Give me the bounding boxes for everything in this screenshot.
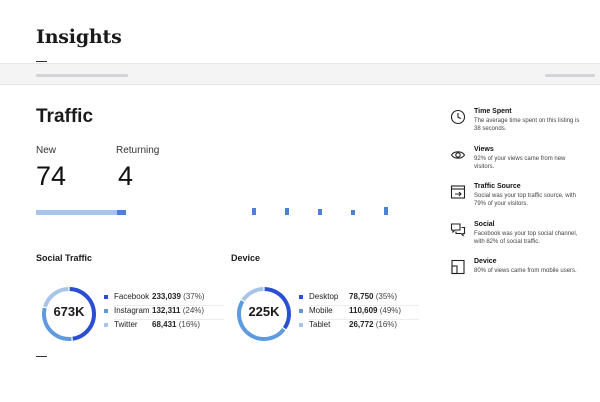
- legend-name: Mobile: [309, 306, 333, 315]
- legend-name: Desktop: [309, 292, 339, 301]
- legend-swatch: [104, 295, 108, 299]
- sidebar-desc: Facebook was your top social channel, wi…: [474, 231, 578, 245]
- sidebar-desc: Social was your top traffic source, with…: [474, 193, 576, 207]
- progress-returning-segment: [117, 210, 126, 215]
- traffic-title: Traffic: [36, 106, 94, 127]
- social-traffic-title: Social Traffic: [36, 253, 93, 263]
- page-header: Insights: [0, 0, 600, 63]
- new-label: New: [36, 145, 57, 156]
- donut-segment-twitter: [43, 287, 69, 308]
- legend-value: 78,750 (35%): [349, 292, 398, 301]
- legend-value: 68,431 (16%): [152, 320, 201, 329]
- sidebar-title: Traffic Source: [474, 183, 521, 190]
- new-value: 74: [36, 161, 67, 191]
- legend-value: 132,311 (24%): [152, 306, 205, 315]
- tab-placeholder-right[interactable]: [545, 74, 595, 77]
- donut-segment-instagram: [42, 307, 72, 341]
- traffic-source-icon: [450, 185, 466, 199]
- sidebar-title: Time Spent: [474, 108, 512, 115]
- legend-name: Twitter: [114, 320, 138, 329]
- returning-value: 4: [118, 161, 134, 191]
- sidebar-title: Social: [474, 221, 495, 228]
- sidebar-desc: 92% of your views came from new visitors…: [474, 156, 566, 170]
- device-total: 225K: [248, 304, 280, 319]
- device-title: Device: [231, 253, 261, 263]
- sidebar-desc: 80% of views came from mobile users.: [474, 268, 577, 274]
- donut-segment-tablet: [241, 287, 264, 302]
- device-icon: [451, 259, 465, 275]
- donut-segment-mobile: [237, 300, 286, 341]
- legend-value: 233,039 (37%): [152, 292, 205, 301]
- title-underline: [36, 61, 47, 62]
- legend-name: Tablet: [309, 320, 331, 329]
- donut-segment-facebook: [69, 287, 96, 341]
- clock-icon: [450, 109, 466, 125]
- legend-swatch: [299, 323, 303, 327]
- page-title: Insights: [36, 26, 122, 48]
- traffic-progress-bar: [36, 210, 126, 215]
- legend-swatch: [299, 309, 303, 313]
- tab-strip: [0, 63, 600, 85]
- sidebar-title: Views: [474, 146, 494, 153]
- legend-swatch: [299, 295, 303, 299]
- section-divider: [36, 356, 47, 357]
- legend-value: 26,772 (16%): [349, 320, 398, 329]
- donut-segment-desktop: [264, 287, 291, 330]
- legend-name: Instagram: [114, 306, 150, 315]
- tab-placeholder-left[interactable]: [36, 74, 128, 77]
- mini-bar: [252, 208, 256, 215]
- legend-swatch: [104, 309, 108, 313]
- social-total: 673K: [53, 304, 85, 319]
- chat-bubbles-icon: [450, 223, 466, 237]
- returning-label: Returning: [116, 145, 160, 156]
- sidebar-desc: The average time spent on this listing i…: [474, 118, 580, 132]
- mini-bar: [285, 208, 289, 215]
- mini-bar: [318, 209, 322, 215]
- legend-value: 110,609 (49%): [349, 306, 402, 315]
- eye-icon: [450, 151, 466, 159]
- social-donut-chart: 673K: [40, 285, 98, 343]
- sidebar-title: Device: [474, 258, 497, 265]
- mini-bar: [384, 207, 388, 215]
- legend-swatch: [104, 323, 108, 327]
- device-donut-chart: 225K: [235, 285, 293, 343]
- progress-new-segment: [36, 210, 117, 215]
- traffic-mini-bars: [240, 198, 400, 218]
- mini-bar: [351, 210, 355, 215]
- legend-name: Facebook: [114, 292, 150, 301]
